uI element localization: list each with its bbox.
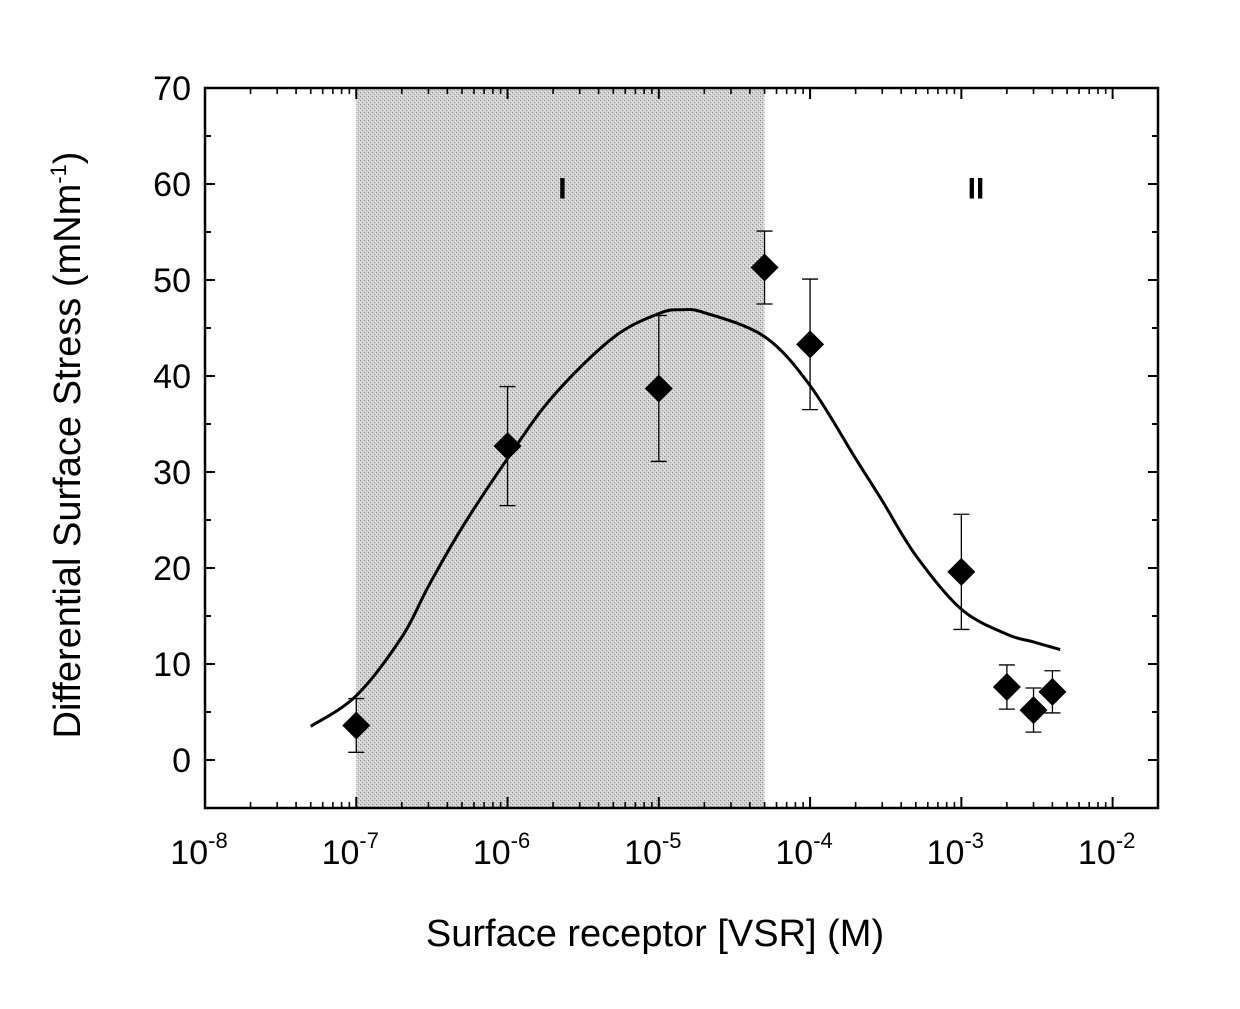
data-point-diamond: [750, 253, 779, 282]
y-tick-label: 20: [153, 550, 191, 588]
y-axis-title-main: Differential Surface Stress (mNm: [47, 184, 89, 739]
plot-frame: [203, 86, 1160, 810]
x-tick-exponent: -3: [964, 828, 984, 853]
points-layer: [342, 230, 1067, 753]
x-tick-label: 10-2: [1078, 828, 1135, 872]
x-tick-exponent: -2: [1116, 828, 1136, 853]
data-point-diamond: [342, 711, 371, 740]
x-tick-base: 10: [170, 834, 208, 872]
x-tick-label: 10-8: [170, 828, 227, 872]
x-tick-base: 10: [927, 834, 965, 872]
y-tick-label: 0: [172, 742, 191, 780]
x-tick-label: 10-3: [927, 828, 984, 872]
y-axis-title: Differential Surface Stress (mNm-1): [46, 152, 89, 739]
fit-curve: [309, 307, 1061, 728]
y-axis-title-end: ): [47, 152, 89, 165]
x-tick-label: 10-4: [775, 828, 832, 872]
x-tick-exponent: -8: [208, 828, 228, 853]
x-axis-title: Surface receptor [VSR] (M): [426, 913, 884, 955]
shaded-region-1: [356, 88, 765, 808]
x-tick-base: 10: [624, 834, 662, 872]
y-tick-label: 10: [153, 646, 191, 684]
y-tick-label: 40: [153, 358, 191, 396]
y-tick-label: 30: [153, 454, 191, 492]
region-label-1: I: [558, 172, 566, 205]
data-point-diamond: [992, 673, 1021, 702]
x-tick-label: 10-6: [473, 828, 530, 872]
data-point-diamond: [644, 374, 673, 403]
x-tick-exponent: -4: [813, 828, 833, 853]
fit-layer: [309, 307, 1061, 728]
x-tick-base: 10: [1078, 834, 1116, 872]
y-tick-label: 60: [153, 166, 191, 204]
labels-layer: Surface receptor [VSR] (M) Differential …: [46, 152, 984, 955]
x-tick-exponent: -6: [511, 828, 531, 853]
x-tick-label: 10-5: [624, 828, 681, 872]
y-axis-title-sup: -1: [46, 164, 71, 184]
x-tick-base: 10: [322, 834, 360, 872]
data-point-diamond: [493, 432, 522, 461]
data-point-diamond: [1038, 677, 1067, 706]
y-tick-label: 70: [153, 70, 191, 108]
x-tick-label: 10-7: [322, 828, 379, 872]
x-tick-base: 10: [473, 834, 511, 872]
data-point-diamond: [1019, 696, 1048, 725]
region-layer: [356, 88, 765, 808]
y-tick-label: 50: [153, 262, 191, 300]
x-tick-exponent: -7: [359, 828, 379, 853]
data-point-diamond: [947, 557, 976, 586]
x-tick-exponent: -5: [662, 828, 682, 853]
x-tick-base: 10: [775, 834, 813, 872]
region-label-2: II: [968, 172, 985, 205]
data-point-diamond: [796, 330, 825, 359]
